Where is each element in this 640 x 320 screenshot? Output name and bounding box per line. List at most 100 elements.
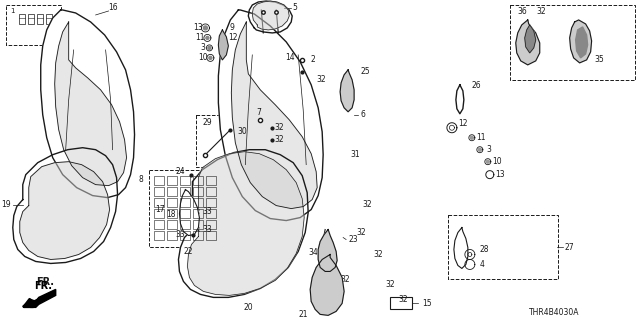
Bar <box>193 187 204 196</box>
Polygon shape <box>454 228 468 268</box>
Text: 7: 7 <box>256 108 260 117</box>
Bar <box>154 176 164 185</box>
Text: 35: 35 <box>595 55 604 64</box>
Text: 9: 9 <box>230 23 235 32</box>
Polygon shape <box>456 85 464 114</box>
Polygon shape <box>179 190 200 236</box>
Bar <box>154 187 164 196</box>
Bar <box>154 220 164 228</box>
Bar <box>390 297 412 309</box>
Text: 34: 34 <box>308 248 318 257</box>
Bar <box>193 209 204 218</box>
Text: FR.: FR. <box>34 281 52 292</box>
Polygon shape <box>486 160 490 163</box>
Bar <box>448 215 557 279</box>
Text: 16: 16 <box>109 4 118 12</box>
Bar <box>180 209 191 218</box>
Text: 32: 32 <box>537 7 547 16</box>
Text: 33: 33 <box>202 225 212 234</box>
Polygon shape <box>570 20 591 63</box>
Bar <box>168 176 177 185</box>
Text: 10: 10 <box>198 53 208 62</box>
Text: 17: 17 <box>156 205 165 214</box>
Polygon shape <box>179 150 308 297</box>
Polygon shape <box>218 10 323 220</box>
Bar <box>168 220 177 228</box>
Text: 32: 32 <box>373 250 383 259</box>
Text: THR4B4030A: THR4B4030A <box>529 308 580 317</box>
Polygon shape <box>516 20 540 65</box>
Text: 13: 13 <box>495 170 504 179</box>
Bar <box>168 197 177 207</box>
Polygon shape <box>13 148 118 263</box>
Text: 32: 32 <box>316 75 326 84</box>
Bar <box>206 187 216 196</box>
Polygon shape <box>206 36 209 39</box>
Bar <box>206 220 216 228</box>
Bar <box>45 14 52 24</box>
Bar <box>193 220 204 228</box>
Text: 26: 26 <box>472 81 481 90</box>
Bar <box>510 5 634 80</box>
Bar <box>36 14 43 24</box>
Polygon shape <box>54 22 127 186</box>
Polygon shape <box>208 46 211 49</box>
Polygon shape <box>470 136 474 139</box>
Bar <box>206 230 216 239</box>
Text: 28: 28 <box>480 245 490 254</box>
Text: 3: 3 <box>200 44 205 52</box>
Bar <box>154 230 164 239</box>
Bar <box>180 187 191 196</box>
Bar <box>148 170 227 247</box>
Text: 30: 30 <box>237 127 247 136</box>
Text: 8: 8 <box>139 175 143 184</box>
Text: 5: 5 <box>292 4 298 12</box>
Text: 32: 32 <box>362 200 372 209</box>
Bar <box>206 176 216 185</box>
Text: 32: 32 <box>275 123 284 132</box>
Text: 14: 14 <box>285 53 295 62</box>
Text: 32: 32 <box>275 135 284 144</box>
Text: 23: 23 <box>348 235 358 244</box>
Text: 11: 11 <box>196 33 205 43</box>
Polygon shape <box>478 148 481 151</box>
Bar <box>168 187 177 196</box>
Polygon shape <box>209 56 212 60</box>
Text: 3: 3 <box>486 145 492 154</box>
Bar <box>193 197 204 207</box>
Bar <box>154 209 164 218</box>
Bar <box>180 176 191 185</box>
Text: 2: 2 <box>310 55 315 64</box>
Text: 32: 32 <box>356 228 365 237</box>
Text: 33: 33 <box>202 207 212 216</box>
Text: 31: 31 <box>350 150 360 159</box>
Text: 1: 1 <box>10 8 14 14</box>
Polygon shape <box>23 289 56 308</box>
Bar <box>180 220 191 228</box>
Text: 4: 4 <box>480 260 484 269</box>
Text: 18: 18 <box>166 210 175 219</box>
Text: 32: 32 <box>340 275 349 284</box>
Bar <box>180 197 191 207</box>
Text: 19: 19 <box>1 200 11 209</box>
Bar <box>154 197 164 207</box>
Text: 11: 11 <box>476 133 486 142</box>
Polygon shape <box>575 27 588 58</box>
Text: 24: 24 <box>176 167 186 176</box>
Bar <box>6 5 61 45</box>
Text: 29: 29 <box>202 118 212 127</box>
Bar <box>193 176 204 185</box>
Text: 20: 20 <box>243 303 253 312</box>
Bar <box>180 230 191 239</box>
Polygon shape <box>525 25 536 53</box>
Text: 33: 33 <box>176 230 186 239</box>
Polygon shape <box>252 1 289 30</box>
Polygon shape <box>248 1 292 33</box>
Bar <box>206 197 216 207</box>
Bar <box>168 209 177 218</box>
Text: 21: 21 <box>299 310 308 319</box>
Text: FR.: FR. <box>36 277 54 287</box>
Polygon shape <box>20 162 109 260</box>
Text: 12: 12 <box>458 119 468 128</box>
Text: 10: 10 <box>492 157 502 166</box>
